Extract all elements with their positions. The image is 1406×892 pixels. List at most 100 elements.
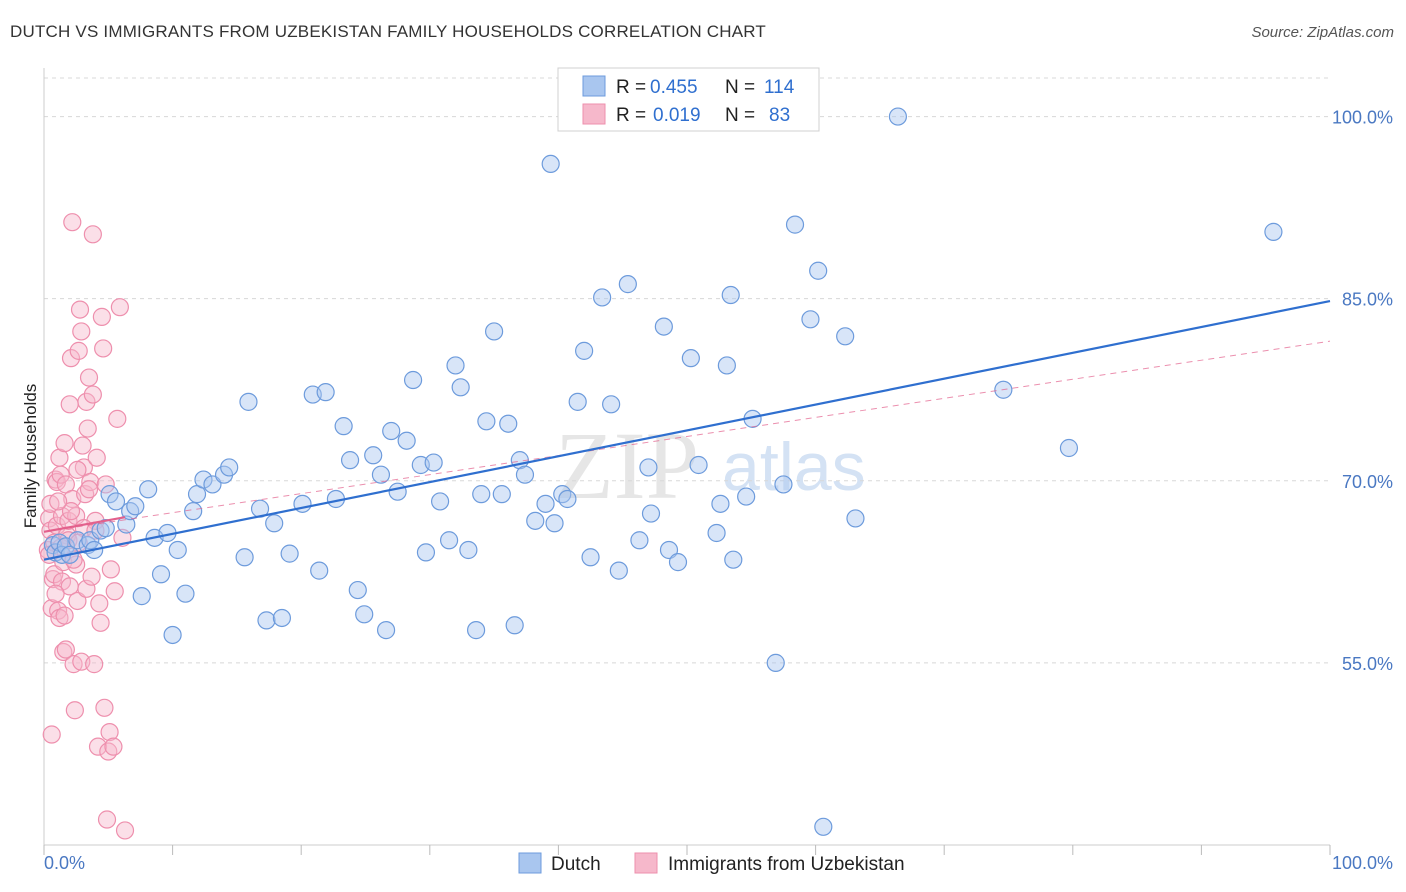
uzbekistan-point [70,300,90,319]
dutch-point [717,356,736,375]
y-tick-label: 70.0% [1342,472,1393,492]
uzbekistan-point [61,502,81,521]
chart-source: Source: ZipAtlas.com [1251,24,1394,41]
dutch-point [485,322,504,341]
dutch-point [439,531,459,550]
uzbekistan-point [68,460,87,479]
legend-swatch-dutch [582,75,606,97]
uzbekistan-point [94,339,113,358]
dutch-point [139,480,158,499]
dutch-point [689,455,708,475]
dutch-point [836,327,855,346]
uzbekistan-point [78,419,97,438]
dutch-point [376,621,396,640]
y-tick-labels: 55.0% 70.0% 85.0% 100.0% [1332,108,1393,674]
uzbekistan-point [100,722,119,742]
x-ticks [43,845,1331,855]
uzbekistan-point [83,225,102,244]
dutch-point [364,446,383,465]
dutch-point [668,553,688,572]
chart-title: DUTCH VS IMMIGRANTS FROM UZBEKISTAN FAMI… [10,22,766,41]
uzbekistan-point [60,395,79,414]
dutch-point [126,497,145,516]
uzbekistan-point [65,701,84,720]
dutch-point [737,487,756,506]
uzbekistan-point [73,436,92,455]
uzbekistan-point [63,213,82,232]
dutch-point [151,565,171,584]
dutch-point [348,580,367,600]
dutch-point [176,584,195,603]
dutch-point [641,504,661,523]
dutch-point [265,514,284,533]
dutch-point [68,531,87,550]
dutch-point [132,587,151,606]
y-tick-label: 100.0% [1332,108,1393,128]
dutch-point [602,395,621,414]
dutch-point [766,653,785,672]
watermark-zip: ZIP [555,412,699,519]
uzbekistan-point [77,392,96,411]
watermark-atlas: atlas [722,429,866,505]
uzbekistan-point [110,298,129,317]
dutch-point [814,817,833,836]
gridlines [44,77,1330,664]
bottom-legend-swatch-dutch [518,852,542,874]
legend-r-value-uzb: 0.019 [653,105,701,126]
dutch-point [416,543,436,562]
uzbekistan-point [46,584,65,603]
dutch-point [477,412,496,431]
dutch-point [639,458,658,477]
dutch-point [472,485,491,504]
uzbekistan-point [99,742,118,761]
uzbekistan-trend-dashed [43,340,1331,533]
dutch-point [593,288,612,307]
dutch-point [466,621,486,640]
dutch-point [809,261,828,280]
uzbekistan-point [101,560,120,579]
dutch-point [121,502,140,521]
dutch-trend-line [43,300,1331,561]
dutch-point [575,341,594,360]
dutch-point [239,392,258,411]
dutch-point [801,310,820,329]
dutch-point [526,511,545,530]
uzbekistan-point [49,492,68,511]
dutch-point [168,540,187,560]
uzbekistan-point [42,725,61,744]
uzbekistan-point [55,434,74,453]
dutch-point [558,489,577,509]
dutch-point [707,523,726,543]
dutch-point [459,540,478,560]
dutch-point [659,540,679,560]
uzbekistan-point [108,409,127,428]
trend-lines [43,300,1331,561]
dutch-point [340,451,360,470]
uzbekistan-point [85,655,104,674]
dutch-point [630,531,649,550]
dutch-point [499,414,518,433]
bottom-legend-label-uzb: Immigrants from Uzbekistan [668,854,905,875]
dutch-point [1264,222,1283,241]
dutch-point [388,482,407,501]
dutch-point [545,514,564,533]
dutch-point [203,475,222,494]
dutch-point [382,421,401,441]
dutch-point [724,550,743,569]
dutch-point [280,544,299,563]
uzbekistan-point [54,642,73,662]
dutch-point [609,561,628,580]
legend-swatch-uzb [582,103,606,125]
legend-r-label-uzb: R = [616,105,646,126]
dutch-point [355,605,374,624]
uzbekistan-point [97,810,117,829]
legend-r-value-dutch: 0.455 [650,77,698,98]
uzbekistan-point [95,698,114,717]
dutch-point [505,616,524,635]
dutch-point [100,485,119,504]
uzbekistan-point [96,475,115,494]
legend-n-label-uzb: N = [725,105,755,126]
dutch-point [257,611,276,630]
uzbekistan-point [87,448,106,467]
y-tick-label: 85.0% [1342,290,1393,310]
